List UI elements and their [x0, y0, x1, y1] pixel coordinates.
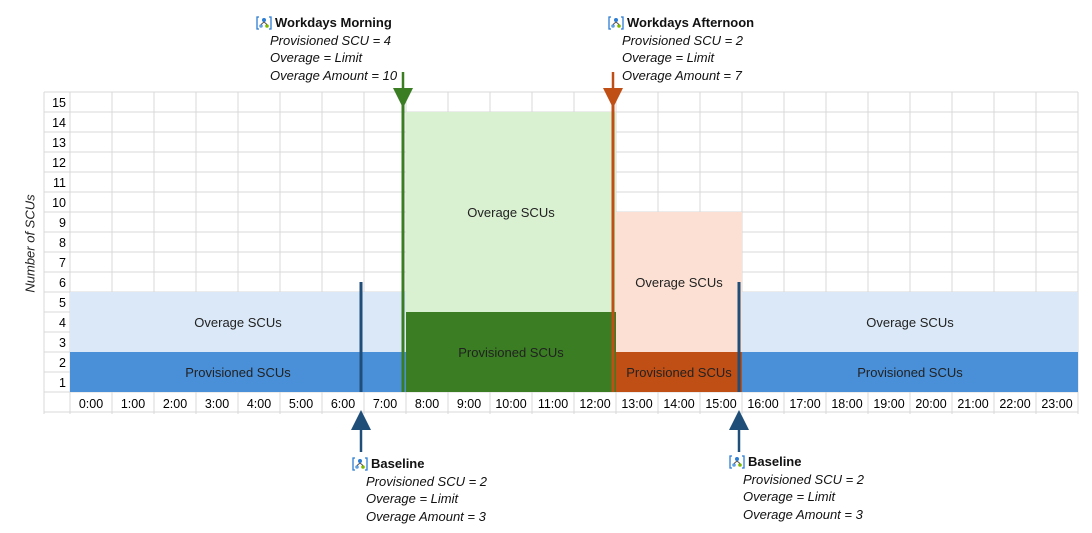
- annotation-line: Overage Amount = 10: [270, 67, 398, 83]
- annotation-line: Overage = Limit: [366, 491, 459, 506]
- provisioned-label-1: Provisioned SCUs: [458, 345, 564, 360]
- annotation-line: Overage = Limit: [270, 50, 363, 65]
- x-tick-label: 15:00: [705, 397, 736, 411]
- y-tick-label: 6: [59, 276, 66, 290]
- provisioned-area-3: [742, 352, 1078, 392]
- annotation-title: Baseline: [371, 456, 425, 471]
- y-tick-label: 10: [52, 196, 66, 210]
- annotation-title: Workdays Morning: [275, 15, 392, 30]
- overage-label-3: Overage SCUs: [866, 315, 954, 330]
- annotation-baseline-morning: Baseline Provisioned SCU = 2 Overage = L…: [352, 455, 487, 525]
- y-tick-label: 1: [59, 376, 66, 390]
- x-tick-label: 4:00: [247, 397, 271, 411]
- annotation-title: Workdays Afternoon: [627, 15, 755, 30]
- x-tick-label: 9:00: [457, 397, 481, 411]
- provisioned-area-1: [406, 312, 616, 392]
- y-tick-label: 15: [52, 96, 66, 110]
- x-tick-label: 1:00: [121, 397, 145, 411]
- y-tick-label: 2: [59, 356, 66, 370]
- y-tick-label: 13: [52, 136, 66, 150]
- x-tick-label: 12:00: [579, 397, 610, 411]
- x-tick-label: 3:00: [205, 397, 229, 411]
- overage-label-1: Overage SCUs: [467, 205, 555, 220]
- y-axis-label: Number of SCUs: [22, 194, 38, 293]
- overage-area-1: [406, 112, 616, 312]
- x-tick-label: 10:00: [495, 397, 526, 411]
- annotation-line: Overage Amount = 3: [743, 506, 863, 522]
- y-tick-label: 14: [52, 116, 66, 130]
- schedule-icon: [256, 15, 272, 31]
- overage-area-0: [70, 292, 406, 352]
- x-tick-label: 17:00: [789, 397, 820, 411]
- x-tick-label: 21:00: [957, 397, 988, 411]
- x-tick-label: 7:00: [373, 397, 397, 411]
- annotation-workdays-morning: Workdays Morning Provisioned SCU = 4 Ove…: [256, 14, 397, 84]
- x-tick-label: 8:00: [415, 397, 439, 411]
- x-tick-label: 2:00: [163, 397, 187, 411]
- annotation-workdays-afternoon: Workdays Afternoon Provisioned SCU = 2 O…: [608, 14, 754, 84]
- provisioned-label-0: Provisioned SCUs: [185, 365, 291, 380]
- provisioned-area-2: [616, 352, 742, 392]
- x-tick-label: 0:00: [79, 397, 103, 411]
- annotation-line: Provisioned SCU = 2: [743, 471, 865, 487]
- annotation-line: Overage Amount = 7: [622, 67, 742, 83]
- x-tick-label: 5:00: [289, 397, 313, 411]
- annotation-line: Provisioned SCU = 4: [270, 32, 392, 48]
- overage-label-0: Overage SCUs: [194, 315, 282, 330]
- schedule-icon: [729, 454, 745, 470]
- y-tick-label: 4: [59, 316, 66, 330]
- annotation-line: Overage = Limit: [622, 50, 715, 65]
- x-tick-label: 23:00: [1041, 397, 1072, 411]
- x-tick-label: 14:00: [663, 397, 694, 411]
- annotation-title: Baseline: [748, 454, 802, 469]
- y-tick-label: 5: [59, 296, 66, 310]
- overage-area-2: [616, 212, 742, 352]
- overage-label-2: Overage SCUs: [635, 275, 723, 290]
- y-tick-label: 7: [59, 256, 66, 270]
- annotation-line: Provisioned SCU = 2: [622, 32, 744, 48]
- provisioned-area-0: [70, 352, 406, 392]
- annotation-line: Overage Amount = 3: [366, 508, 486, 524]
- y-tick-label: 3: [59, 336, 66, 350]
- annotation-baseline-evening: Baseline Provisioned SCU = 2 Overage = L…: [729, 453, 864, 523]
- schedule-icon: [352, 456, 368, 472]
- y-tick-label: 12: [52, 156, 66, 170]
- x-tick-label: 22:00: [999, 397, 1030, 411]
- x-tick-label: 6:00: [331, 397, 355, 411]
- y-tick-label: 8: [59, 236, 66, 250]
- x-tick-label: 13:00: [621, 397, 652, 411]
- x-tick-label: 19:00: [873, 397, 904, 411]
- y-tick-label: 11: [53, 176, 66, 190]
- y-tick-label: 9: [59, 216, 66, 230]
- x-tick-label: 20:00: [915, 397, 946, 411]
- x-tick-label: 11:00: [538, 397, 568, 411]
- provisioned-label-3: Provisioned SCUs: [857, 365, 963, 380]
- x-tick-label: 16:00: [747, 397, 778, 411]
- x-tick-label: 18:00: [831, 397, 862, 411]
- provisioned-label-2: Provisioned SCUs: [626, 365, 732, 380]
- annotation-line: Provisioned SCU = 2: [366, 473, 488, 489]
- schedule-icon: [608, 15, 624, 31]
- overage-area-3: [742, 292, 1078, 352]
- annotation-line: Overage = Limit: [743, 489, 836, 504]
